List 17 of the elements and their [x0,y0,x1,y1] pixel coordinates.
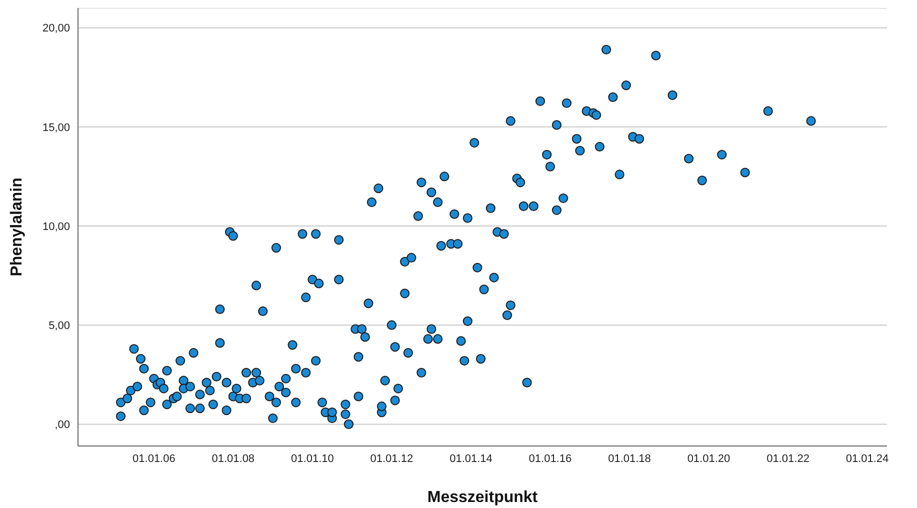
y-axis-title: Phenylalanin [8,178,26,276]
y-tick-label: 15,00 [42,122,70,134]
x-tick-label: 01.01.20 [687,452,730,465]
y-tick-label: ,00 [54,419,70,432]
x-tick-label: 01.01.10 [291,452,334,465]
y-tick-label: 10,00 [42,220,70,233]
x-tick-label: 01.01.24 [846,452,889,465]
x-tick-label: 01.01.08 [212,452,255,465]
x-tick-label: 01.01.22 [766,452,810,465]
x-tick-label: 01.01.14 [450,452,492,465]
x-tick-label: 01.01.12 [370,452,414,465]
x-tick-label: 01.01.16 [528,452,572,465]
y-tick-label: 20,00 [42,22,70,35]
x-tick-label: 01.01.18 [608,452,651,465]
x-axis-title: Messzeitpunkt [427,489,538,506]
x-tick-label: 01.01.06 [132,452,176,465]
y-tick-label: 5,00 [48,320,70,332]
